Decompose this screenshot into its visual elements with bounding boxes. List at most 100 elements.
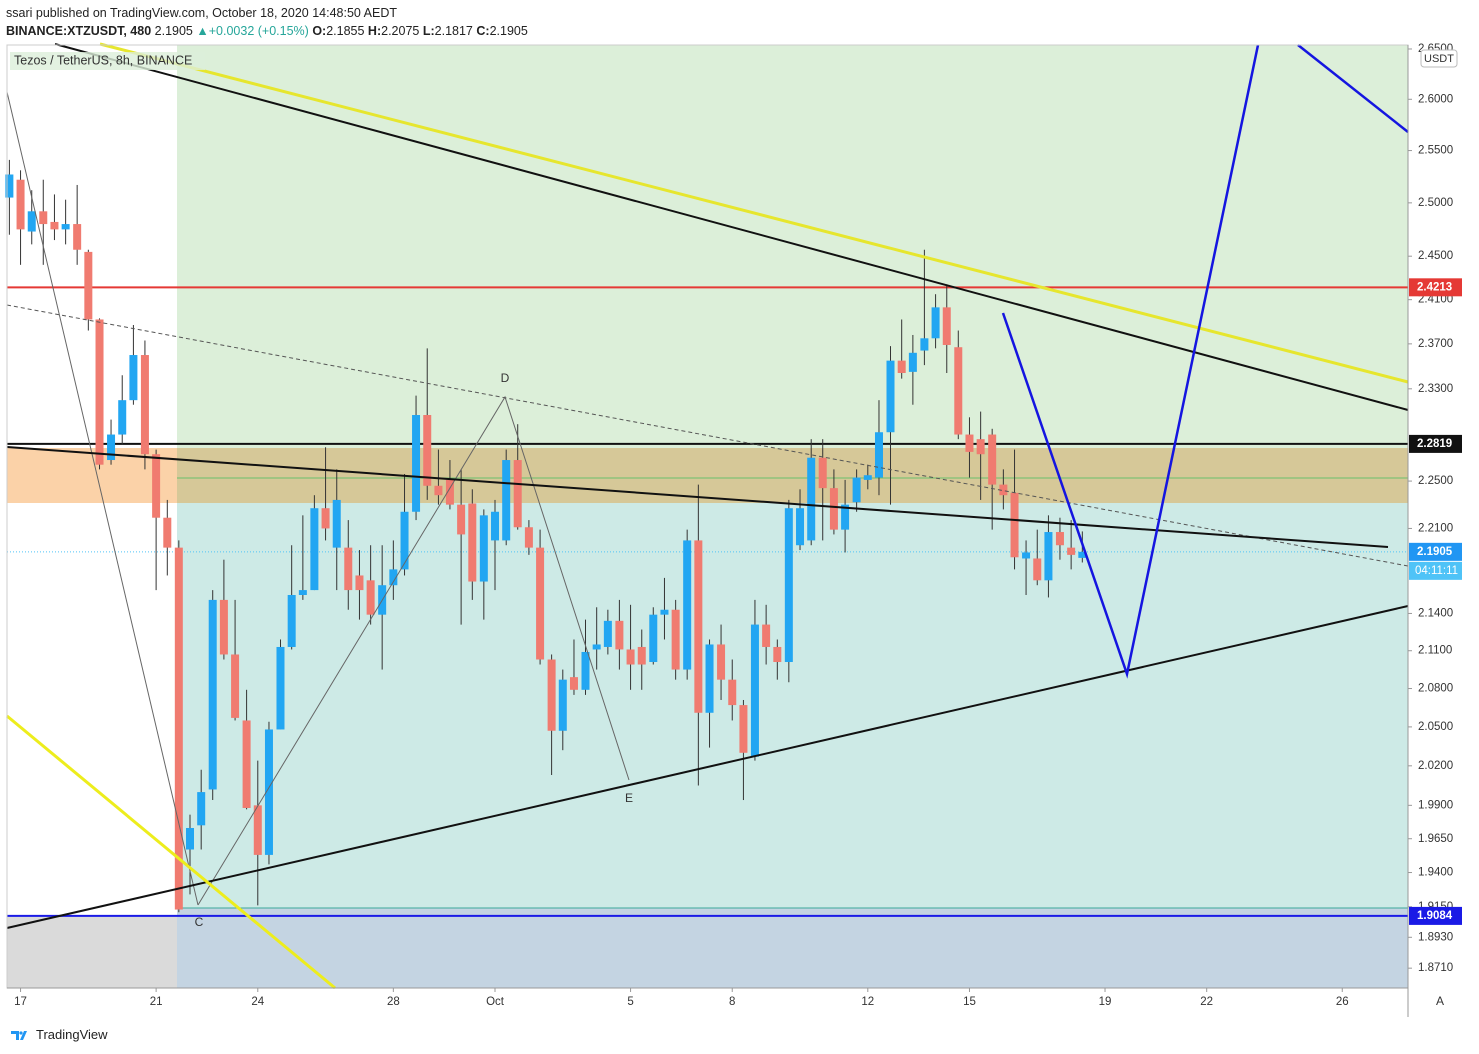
y-tick-label: 1.9400 bbox=[1418, 867, 1453, 879]
x-tick-label: 26 bbox=[1336, 996, 1349, 1008]
candle-body bbox=[400, 511, 409, 570]
candle-body bbox=[1033, 558, 1042, 581]
candle-body bbox=[683, 540, 692, 670]
y-tick-label: 1.9900 bbox=[1418, 799, 1453, 811]
price-badge-label: 2.4213 bbox=[1417, 281, 1452, 293]
o-key: O: bbox=[312, 24, 327, 38]
auto-scale[interactable]: A bbox=[1436, 994, 1444, 1008]
x-tick-label: 8 bbox=[729, 996, 735, 1008]
y-tick-label: 2.2500 bbox=[1418, 475, 1453, 487]
candle-body bbox=[615, 620, 624, 650]
target-zone bbox=[177, 45, 1408, 448]
l-key: L: bbox=[422, 24, 435, 38]
candle-body bbox=[434, 485, 443, 496]
candle-body bbox=[332, 499, 341, 548]
y-tick-label: 1.8930 bbox=[1418, 931, 1453, 943]
y-tick-label: 2.2100 bbox=[1418, 522, 1453, 534]
pattern-line bbox=[6, 91, 199, 906]
projection bbox=[1297, 44, 1409, 133]
candle-body bbox=[931, 307, 940, 339]
candle-body bbox=[569, 677, 578, 690]
legend-bg bbox=[10, 52, 205, 70]
candle-body bbox=[762, 624, 771, 647]
candle-body bbox=[649, 614, 658, 663]
candle-body bbox=[513, 460, 522, 528]
drawings: C D E bbox=[6, 42, 1409, 990]
trend-line bbox=[99, 42, 1409, 384]
candle-body bbox=[581, 651, 590, 690]
candle-body bbox=[592, 644, 601, 650]
candle-body bbox=[750, 624, 759, 757]
candle-body bbox=[118, 400, 127, 435]
h-val: 2.2075 bbox=[381, 24, 420, 38]
candle-body bbox=[479, 515, 488, 582]
countdown: 04:11:11 bbox=[1415, 565, 1458, 577]
candle-body bbox=[355, 575, 364, 591]
candle-body bbox=[524, 527, 533, 548]
x-tick-label: 12 bbox=[861, 996, 874, 1008]
trend-line bbox=[54, 43, 1409, 411]
candle-body bbox=[1067, 547, 1076, 555]
price-badge-label: 1.9084 bbox=[1417, 910, 1453, 922]
candle-body bbox=[163, 517, 172, 548]
candle-body bbox=[1055, 532, 1064, 546]
candle-body bbox=[276, 646, 285, 730]
change-value: +0.0032 (+0.15%) bbox=[208, 24, 309, 38]
y-tick-label: 2.0200 bbox=[1418, 760, 1453, 772]
candle-body bbox=[445, 479, 454, 505]
trend-line bbox=[6, 605, 1409, 929]
candle-body bbox=[988, 434, 997, 485]
candle-body bbox=[717, 644, 726, 680]
price-badge bbox=[1409, 542, 1462, 561]
point-label: E bbox=[625, 791, 633, 805]
candle-body bbox=[660, 609, 669, 615]
candle-body bbox=[219, 599, 228, 655]
candle-body bbox=[84, 251, 93, 320]
c-val: 2.1905 bbox=[489, 24, 528, 38]
candle-body bbox=[897, 360, 906, 373]
y-tick-label: 2.5000 bbox=[1418, 197, 1453, 209]
h-key: H: bbox=[367, 24, 382, 38]
projection bbox=[1001, 44, 1260, 679]
candle-body bbox=[863, 475, 872, 480]
price-badge-label: 2.2819 bbox=[1417, 438, 1452, 450]
candle-body bbox=[807, 457, 816, 541]
candle-body bbox=[728, 679, 737, 706]
x-tick-label: Oct bbox=[486, 996, 505, 1008]
x-tick-label: 5 bbox=[627, 996, 633, 1008]
zones bbox=[7, 45, 1408, 988]
candle-body bbox=[558, 679, 567, 731]
candle-body bbox=[208, 599, 217, 790]
candle-body bbox=[908, 352, 917, 372]
candle-body bbox=[942, 307, 951, 345]
y-tick-label: 1.8710 bbox=[1418, 962, 1453, 974]
candle-body bbox=[1078, 551, 1087, 558]
candle-body bbox=[95, 319, 104, 465]
x-tick-label: 15 bbox=[963, 996, 976, 1008]
footer: TradingView bbox=[10, 1027, 108, 1042]
candle-body bbox=[457, 504, 466, 535]
o-val: 2.1855 bbox=[326, 24, 365, 38]
candle-body bbox=[1010, 492, 1019, 558]
candle-body bbox=[1022, 552, 1031, 559]
x-tick-label: 22 bbox=[1200, 996, 1213, 1008]
candle-body bbox=[412, 415, 421, 512]
publisher: ssari published on TradingView.com, Octo… bbox=[6, 6, 397, 20]
point-label: C bbox=[195, 915, 204, 929]
lower-zone bbox=[177, 908, 1408, 988]
candle-body bbox=[502, 460, 511, 541]
entry-zone bbox=[177, 448, 1408, 503]
price-badge-label: 2.1905 bbox=[1417, 546, 1453, 558]
candle-body bbox=[637, 646, 646, 665]
candle-body bbox=[694, 540, 703, 713]
candle-body bbox=[739, 705, 748, 753]
currency: USDT bbox=[1424, 53, 1454, 65]
candle-body bbox=[796, 508, 805, 546]
candle-body bbox=[186, 827, 195, 850]
x-tick-label: 21 bbox=[150, 996, 163, 1008]
candle-body bbox=[321, 508, 330, 529]
header: ssari published on TradingView.com, Octo… bbox=[6, 4, 528, 40]
c-key: C: bbox=[476, 24, 490, 38]
y-tick-label: 2.1400 bbox=[1418, 607, 1453, 619]
